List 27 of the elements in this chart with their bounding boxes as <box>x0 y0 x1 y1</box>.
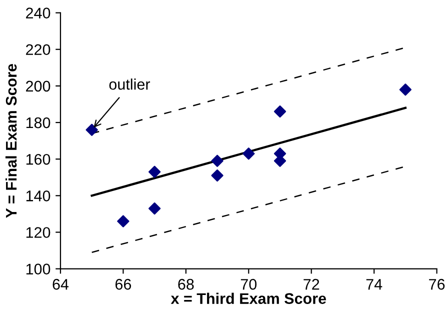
point <box>148 202 161 215</box>
point <box>148 166 161 178</box>
point <box>86 124 98 136</box>
x-tick-label: 76 <box>429 278 445 290</box>
y-tick-label: 240 <box>26 8 50 18</box>
point <box>211 169 224 182</box>
y-tick-label: 140 <box>26 190 50 202</box>
y-tick-label: 220 <box>26 44 50 56</box>
point <box>117 215 130 228</box>
point <box>242 148 255 160</box>
y-tick-label: 180 <box>26 117 50 128</box>
x-tick-label: 72 <box>304 278 320 290</box>
annotation: outlier <box>109 78 150 90</box>
point <box>274 105 286 118</box>
x-tick-label: 64 <box>52 278 69 290</box>
x-tick-label: 74 <box>366 279 382 290</box>
point <box>399 84 412 96</box>
x-tick-label: 70 <box>240 278 257 290</box>
y-tick-label: 200 <box>26 80 50 92</box>
y-tick-label: 100 <box>26 264 50 274</box>
x-axis-title: x = Third Exam Score <box>170 292 326 304</box>
point <box>211 154 224 167</box>
y-tick-label: 120 <box>26 227 50 238</box>
x-tick-label: 66 <box>115 278 132 290</box>
x-tick-label: 68 <box>178 278 194 290</box>
y-tick-label: 160 <box>26 154 50 165</box>
y-axis-title: Y = Final Exam Score <box>5 64 17 218</box>
